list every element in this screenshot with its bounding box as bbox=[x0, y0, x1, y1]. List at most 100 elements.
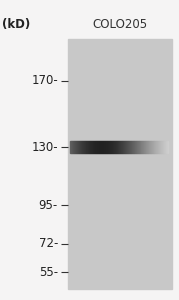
Bar bbox=[83, 141, 84, 153]
Bar bbox=[74, 141, 75, 153]
Bar bbox=[138, 141, 139, 153]
Bar bbox=[117, 141, 118, 153]
Bar bbox=[88, 141, 89, 153]
Bar bbox=[81, 141, 82, 153]
Bar bbox=[145, 141, 146, 153]
Bar bbox=[107, 141, 108, 153]
Bar bbox=[115, 141, 116, 153]
Bar bbox=[75, 141, 76, 153]
Bar bbox=[87, 141, 88, 153]
Bar bbox=[118, 141, 119, 153]
Text: 95-: 95- bbox=[39, 199, 58, 212]
Bar bbox=[122, 141, 123, 153]
Bar bbox=[147, 141, 148, 153]
Bar bbox=[79, 141, 80, 153]
Bar bbox=[105, 141, 106, 153]
Bar bbox=[112, 141, 113, 153]
Bar bbox=[166, 141, 167, 153]
Bar bbox=[68, 39, 172, 289]
Bar bbox=[98, 141, 99, 153]
Bar bbox=[116, 141, 117, 153]
Bar bbox=[125, 141, 126, 153]
Bar bbox=[133, 141, 134, 153]
Bar bbox=[165, 141, 166, 153]
Bar bbox=[135, 141, 136, 153]
Bar bbox=[144, 141, 145, 153]
Bar bbox=[93, 141, 94, 153]
Bar bbox=[78, 141, 79, 153]
Bar bbox=[167, 141, 168, 153]
Bar bbox=[102, 141, 103, 153]
Bar bbox=[80, 141, 81, 153]
Bar bbox=[70, 141, 71, 153]
Bar bbox=[139, 141, 140, 153]
Bar bbox=[162, 141, 163, 153]
Bar bbox=[163, 141, 164, 153]
Text: 55-: 55- bbox=[39, 266, 58, 278]
Bar bbox=[73, 141, 74, 153]
Bar bbox=[72, 141, 73, 153]
Bar bbox=[111, 141, 112, 153]
Bar bbox=[131, 141, 132, 153]
Bar bbox=[155, 141, 156, 153]
Bar bbox=[90, 141, 91, 153]
Bar bbox=[100, 141, 101, 153]
Bar bbox=[149, 141, 150, 153]
Bar bbox=[156, 141, 157, 153]
Bar bbox=[161, 141, 162, 153]
Bar bbox=[128, 141, 129, 153]
Bar bbox=[92, 141, 93, 153]
Bar bbox=[113, 141, 114, 153]
Bar bbox=[142, 141, 143, 153]
Bar bbox=[148, 141, 149, 153]
Bar bbox=[153, 141, 154, 153]
Bar bbox=[160, 141, 161, 153]
Text: (kD): (kD) bbox=[2, 18, 30, 31]
Bar bbox=[143, 141, 144, 153]
Bar bbox=[130, 141, 131, 153]
Bar bbox=[134, 141, 135, 153]
Bar bbox=[140, 141, 141, 153]
Bar bbox=[77, 141, 78, 153]
Bar bbox=[108, 141, 109, 153]
Bar bbox=[110, 141, 111, 153]
Text: COLO205: COLO205 bbox=[93, 18, 148, 31]
Bar bbox=[85, 141, 86, 153]
Bar bbox=[76, 141, 77, 153]
Text: 170-: 170- bbox=[31, 74, 58, 87]
Bar bbox=[150, 141, 151, 153]
Bar bbox=[95, 141, 96, 153]
Bar bbox=[136, 141, 137, 153]
Bar bbox=[119, 141, 120, 153]
Bar bbox=[82, 141, 83, 153]
Bar bbox=[103, 141, 104, 153]
Bar bbox=[129, 141, 130, 153]
Bar bbox=[114, 141, 115, 153]
Bar bbox=[120, 141, 121, 153]
Bar bbox=[121, 141, 122, 153]
Bar bbox=[126, 141, 127, 153]
Bar bbox=[84, 141, 85, 153]
Bar bbox=[146, 141, 147, 153]
Bar bbox=[159, 141, 160, 153]
Bar bbox=[106, 141, 107, 153]
Bar bbox=[124, 141, 125, 153]
Bar bbox=[101, 141, 102, 153]
Bar bbox=[151, 141, 152, 153]
Bar bbox=[154, 141, 155, 153]
Bar bbox=[158, 141, 159, 153]
Bar bbox=[86, 141, 87, 153]
Bar bbox=[89, 141, 90, 153]
Bar bbox=[164, 141, 165, 153]
Bar bbox=[71, 141, 72, 153]
Bar bbox=[91, 141, 92, 153]
Bar bbox=[104, 141, 105, 153]
Bar bbox=[132, 141, 133, 153]
Bar bbox=[99, 141, 100, 153]
Bar bbox=[123, 141, 124, 153]
Bar bbox=[127, 141, 128, 153]
Bar bbox=[97, 141, 98, 153]
Text: 72-: 72- bbox=[38, 237, 58, 250]
Bar bbox=[94, 141, 95, 153]
Bar bbox=[137, 141, 138, 153]
